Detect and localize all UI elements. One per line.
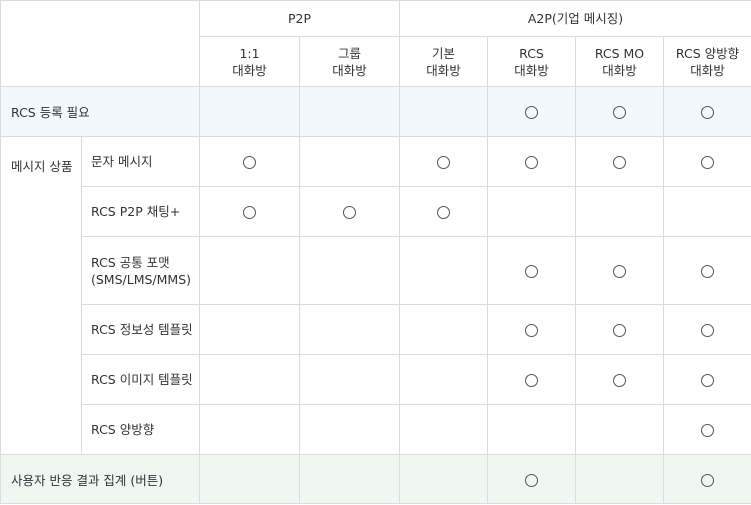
support-cell: [399, 404, 488, 455]
support-cell: [299, 236, 400, 305]
circle-icon: [525, 265, 538, 278]
support-cell: [487, 186, 576, 237]
support-cell: [399, 236, 488, 305]
support-cell: [399, 136, 488, 187]
circle-icon: [613, 374, 626, 387]
support-cell: [399, 86, 488, 137]
circle-icon: [437, 206, 450, 219]
support-cell: [199, 86, 300, 137]
support-cell: [199, 354, 300, 405]
support-cell: [487, 454, 576, 504]
support-cell: [399, 304, 488, 355]
circle-icon: [701, 265, 715, 278]
support-cell: [299, 454, 400, 504]
support-cell: [487, 136, 576, 187]
support-cell: [662, 186, 751, 237]
circle-icon: [243, 156, 256, 169]
support-cell: [399, 186, 488, 237]
support-cell: [487, 354, 576, 405]
support-cell: [575, 86, 664, 137]
table-row: RCS 등록 필요: [0, 86, 751, 137]
support-cell: [299, 136, 400, 187]
support-cell: [662, 404, 751, 455]
support-cell: [199, 136, 300, 187]
support-cell: [199, 304, 300, 355]
header-group-p2p: P2P: [199, 0, 400, 37]
support-cell: [487, 236, 576, 305]
support-cell: [299, 86, 400, 137]
circle-icon: [613, 106, 626, 119]
support-cell: [199, 404, 300, 455]
column-header: 1:1 대화방: [199, 36, 300, 87]
column-header: 그룹 대화방: [299, 36, 400, 87]
table-row: 메시지 상품 문자 메시지: [0, 136, 751, 455]
support-cell: [662, 236, 751, 305]
support-cell: [662, 304, 751, 355]
circle-icon: [701, 374, 715, 387]
support-cell: [487, 404, 576, 455]
product-label: RCS 양방향: [81, 404, 200, 455]
header-group-a2p: A2P(기업 메시징): [398, 0, 751, 37]
circle-icon: [525, 106, 538, 119]
product-label: 문자 메시지: [81, 136, 200, 187]
circle-icon: [437, 156, 450, 169]
support-cell: [575, 304, 664, 355]
support-cell: [662, 86, 751, 137]
circle-icon: [613, 265, 626, 278]
support-cell: [199, 236, 300, 305]
product-label: RCS 공통 포맷 (SMS/LMS/MMS): [81, 236, 200, 305]
circle-icon: [701, 324, 715, 337]
table-row: RCS 정보성 템플릿: [1, 304, 751, 355]
support-cell: [299, 354, 400, 405]
circle-icon: [613, 324, 626, 337]
table-row: RCS 이미지 템플릿: [1, 354, 751, 405]
support-cell: [575, 404, 664, 455]
circle-icon: [701, 156, 715, 169]
support-cell: [199, 186, 300, 237]
circle-icon: [525, 156, 538, 169]
row-label-aggregation: 사용자 반응 결과 집계 (버튼): [0, 454, 200, 504]
support-cell: [662, 354, 751, 405]
product-label: RCS 정보성 템플릿: [81, 304, 200, 355]
support-cell: [399, 354, 488, 405]
column-header: RCS 양방향 대화방: [662, 36, 751, 87]
table-row: 사용자 반응 결과 집계 (버튼): [0, 454, 751, 504]
support-cell: [662, 136, 751, 187]
column-header: RCS MO 대화방: [575, 36, 664, 87]
corner-cell: [0, 0, 200, 87]
circle-icon: [243, 206, 256, 219]
support-cell: [575, 354, 664, 405]
support-cell: [575, 236, 664, 305]
table-row: RCS 양방향: [1, 404, 751, 455]
circle-icon: [525, 473, 538, 487]
table-row: RCS 공통 포맷 (SMS/LMS/MMS): [1, 236, 751, 305]
support-cell: [662, 454, 751, 504]
support-cell: [299, 404, 400, 455]
row-group-label: 메시지 상품: [0, 136, 82, 455]
column-header: 기본 대화방: [399, 36, 488, 87]
support-cell: [575, 136, 664, 187]
table-row: RCS P2P 채팅+: [1, 186, 751, 237]
circle-icon: [701, 424, 715, 437]
circle-icon: [613, 156, 626, 169]
support-cell: [487, 86, 576, 137]
support-cell: [487, 304, 576, 355]
support-cell: [199, 454, 300, 504]
support-cell: [299, 304, 400, 355]
row-label-registration: RCS 등록 필요: [0, 86, 200, 137]
support-cell: [399, 454, 488, 504]
circle-icon: [343, 206, 356, 219]
circle-icon: [701, 473, 715, 487]
product-label: RCS P2P 채팅+: [81, 186, 200, 237]
product-label: RCS 이미지 템플릿: [81, 354, 200, 405]
circle-icon: [525, 374, 538, 387]
support-cell: [575, 186, 664, 237]
circle-icon: [525, 324, 538, 337]
support-cell: [575, 454, 664, 504]
support-cell: [299, 186, 400, 237]
circle-icon: [701, 106, 715, 119]
column-header: RCS 대화방: [487, 36, 576, 87]
